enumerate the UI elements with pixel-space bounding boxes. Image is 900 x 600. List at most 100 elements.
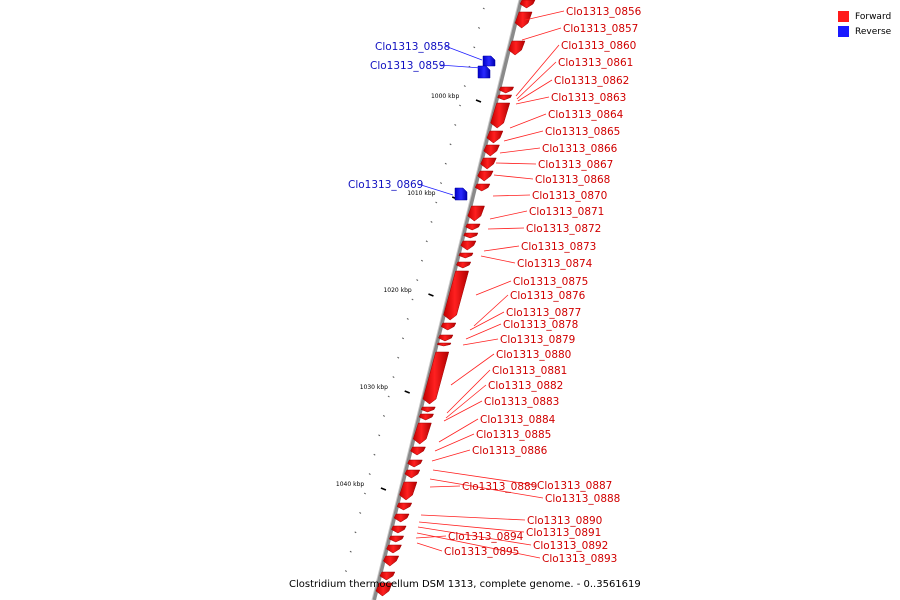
forward-leader-line xyxy=(469,311,505,331)
tick-layer: 1000 kbp 1010 kbp 1020 kbp 1030 kbp 1040 kbp xyxy=(336,7,485,573)
minor-tick xyxy=(344,570,347,573)
forward-leader-line xyxy=(432,469,536,486)
forward-leader-line xyxy=(503,130,544,142)
forward-leader-line xyxy=(493,174,534,180)
minor-tick xyxy=(425,240,428,243)
minor-tick xyxy=(392,376,395,379)
forward-gene-label: Clo1313_0872 xyxy=(526,223,601,235)
forward-gene-label: Clo1313_0888 xyxy=(545,493,620,505)
forward-leader-line xyxy=(416,542,443,552)
minor-tick xyxy=(382,414,386,417)
forward-gene-arrow xyxy=(396,502,413,511)
minor-tick xyxy=(411,298,414,301)
forward-gene-arrow xyxy=(407,459,423,468)
forward-gene-label: Clo1313_0885 xyxy=(476,429,551,441)
reverse-leader-line xyxy=(439,64,482,69)
forward-gene-label: Clo1313_0894 xyxy=(448,531,524,543)
forward-gene-label: Clo1313_0883 xyxy=(484,396,559,408)
minor-tick xyxy=(463,85,466,88)
forward-leader-line xyxy=(417,526,532,546)
reverse-gene-label: Clo1313_0869 xyxy=(348,179,423,191)
forward-gene-label: Clo1313_0891 xyxy=(526,527,601,539)
forward-leader-line xyxy=(524,10,565,21)
forward-gene-arrow xyxy=(483,144,500,157)
forward-gene-label: Clo1313_0873 xyxy=(521,241,596,253)
forward-gene-arrow xyxy=(490,102,511,129)
forward-leader-line xyxy=(521,27,562,41)
forward-gene-arrow xyxy=(379,571,396,581)
minor-tick xyxy=(439,182,443,185)
forward-gene-arrow xyxy=(393,513,410,523)
forward-leader-line xyxy=(420,514,526,521)
minor-tick xyxy=(397,356,400,359)
forward-gene-arrow xyxy=(388,535,405,543)
forward-gene-arrow xyxy=(456,261,472,269)
forward-gene-label: Clo1313_0892 xyxy=(533,540,608,552)
forward-gene-arrow xyxy=(443,270,469,321)
forward-gene-label: Clo1313_0860 xyxy=(561,40,636,52)
tick-label: 1040 kbp xyxy=(336,481,364,488)
forward-gene-arrow xyxy=(399,481,418,501)
forward-gene-label: Clo1313_0868 xyxy=(535,174,610,186)
forward-leader-line xyxy=(489,210,528,220)
forward-gene-label: Clo1313_0877 xyxy=(506,307,581,319)
forward-leader-line xyxy=(431,449,471,462)
forward-leader-line xyxy=(480,255,516,264)
forward-leader-line xyxy=(446,369,491,414)
forward-gene-arrow xyxy=(463,232,479,239)
minor-tick xyxy=(430,220,433,223)
minor-tick xyxy=(363,492,366,495)
tick-label: 1010 kbp xyxy=(407,190,435,197)
minor-tick xyxy=(406,317,409,320)
forward-gene-arrow xyxy=(386,544,402,554)
forward-gene-label: Clo1313_0882 xyxy=(488,380,563,392)
forward-leader-line xyxy=(450,353,495,386)
forward-gene-arrow xyxy=(420,406,436,413)
reverse-gene-arrow xyxy=(477,65,491,79)
feature-layer xyxy=(375,0,536,597)
forward-leader-line xyxy=(487,227,525,230)
forward-leader-line xyxy=(492,194,531,197)
minor-tick xyxy=(401,337,405,340)
forward-gene-arrow xyxy=(467,205,485,222)
forward-leader-line xyxy=(475,280,512,296)
forward-gene-arrow xyxy=(474,183,491,192)
forward-leader-line xyxy=(438,418,479,443)
forward-gene-arrow xyxy=(519,0,536,9)
forward-gene-arrow xyxy=(508,40,526,56)
forward-gene-arrow xyxy=(514,11,533,29)
genome-caption: Clostridium thermocellum DSM 1313, compl… xyxy=(289,579,641,590)
forward-label: Forward xyxy=(855,11,892,22)
forward-gene-arrow xyxy=(412,422,432,445)
forward-gene-label: Clo1313_0876 xyxy=(510,290,586,302)
reverse-gene-label: Clo1313_0858 xyxy=(375,41,450,53)
minor-tick xyxy=(373,453,376,456)
legend-reverse: Reverse xyxy=(838,24,891,39)
forward-leader-line xyxy=(418,521,525,533)
forward-gene-arrow xyxy=(438,334,454,342)
forward-gene-arrow xyxy=(497,94,513,101)
forward-gene-label: Clo1313_0884 xyxy=(480,414,556,426)
forward-leader-line xyxy=(434,433,475,452)
reverse-leader-line xyxy=(444,45,483,61)
reverse-swatch xyxy=(838,26,849,37)
forward-gene-label: Clo1313_0875 xyxy=(513,276,588,288)
forward-gene-label: Clo1313_0857 xyxy=(563,23,638,35)
forward-gene-label: Clo1313_0886 xyxy=(472,445,548,457)
forward-gene-arrow xyxy=(375,582,393,597)
major-tick xyxy=(380,487,387,491)
reverse-label: Reverse xyxy=(855,26,892,37)
forward-gene-arrow xyxy=(436,342,452,347)
forward-gene-arrow xyxy=(391,525,407,534)
forward-gene-arrow xyxy=(465,223,481,231)
forward-gene-arrow xyxy=(410,446,426,456)
forward-leader-line xyxy=(465,323,502,340)
forward-gene-label: Clo1313_0864 xyxy=(548,109,624,121)
forward-leader-line xyxy=(483,245,520,252)
forward-gene-label: Clo1313_0870 xyxy=(532,190,607,202)
forward-leader-line xyxy=(445,384,487,419)
forward-gene-label: Clo1313_0863 xyxy=(551,92,626,104)
minor-tick xyxy=(378,434,381,437)
forward-leader-line xyxy=(499,147,541,154)
forward-gene-arrow xyxy=(404,469,421,479)
